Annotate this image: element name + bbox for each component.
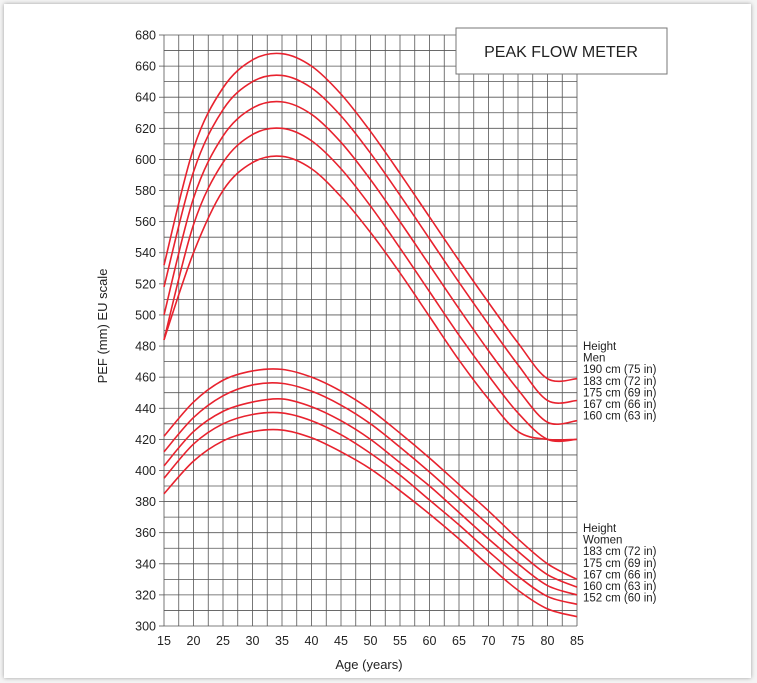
legend-entry: 152 cm (60 in) [583,593,657,605]
legend-entry: 183 cm (72 in) [583,546,657,558]
y-tick-label: 480 [135,340,156,354]
curve-men-3 [163,127,578,443]
x-tick-label: 30 [246,634,260,648]
x-tick-label: 15 [157,634,171,648]
y-tick-label: 580 [135,184,156,198]
x-tick-label: 40 [305,634,319,648]
curve-men-2 [163,100,578,426]
legend-entry: 175 cm (69 in) [583,387,657,399]
peak-flow-chart: 300 320 340 360 380 400 420 440 460 480 500 520 540 5… [95,27,668,672]
y-tick-label: 380 [135,495,156,509]
x-tick-label: 45 [334,634,348,648]
y-axis-label: PEF (mm) EU scale [95,269,110,384]
tick-labels: 300 320 340 360 380 400 420 440 460 480 500 520 540 5… [135,29,584,649]
y-tick-label: 440 [135,402,156,416]
y-tick-label: 620 [135,122,156,136]
x-tick-label: 65 [452,634,466,648]
y-tick-label: 300 [135,620,156,634]
x-tick-label: 85 [570,634,584,648]
curve-men-0 [163,52,578,383]
y-tick-label: 640 [135,91,156,105]
curve-women-4 [163,428,578,618]
legend-heading: Men [583,353,605,365]
x-axis-label: Age (years) [335,657,402,672]
y-tick-label: 400 [135,464,156,478]
grid [159,34,578,627]
chart-frame: 300 320 340 360 380 400 420 440 460 480 500 520 540 5… [4,4,751,678]
curves [163,52,578,618]
legend-heading: Height [583,341,617,353]
legend-entry: 175 cm (69 in) [583,558,657,570]
x-tick-label: 60 [423,634,437,648]
legend-entry: 167 cm (66 in) [583,399,657,411]
y-tick-label: 320 [135,588,156,602]
y-tick-label: 460 [135,371,156,385]
title-box: PEAK FLOW METER [455,27,668,75]
x-tick-label: 20 [187,634,201,648]
y-tick-label: 560 [135,215,156,229]
title-background [455,27,668,75]
legend-entry: 190 cm (75 in) [583,364,657,376]
y-tick-label: 500 [135,308,156,322]
y-tick-label: 540 [135,246,156,260]
y-tick-label: 600 [135,153,156,167]
curve-men-4 [163,155,578,441]
x-tick-label: 75 [511,634,525,648]
x-tick-label: 70 [482,634,496,648]
y-tick-label: 340 [135,557,156,571]
y-tick-label: 680 [135,29,156,43]
x-tick-label: 35 [275,634,289,648]
curve-women-3 [163,411,578,606]
curve-women-0 [163,368,578,581]
legend-entry: 167 cm (66 in) [583,569,657,581]
chart-title: PEAK FLOW METER [484,44,638,61]
x-tick-label: 55 [393,634,407,648]
x-tick-label: 80 [541,634,555,648]
legend-entry: 160 cm (63 in) [583,581,657,593]
legend-entry: 160 cm (63 in) [583,411,657,423]
curve-men-1 [163,74,578,404]
legend-heading: Women [583,535,622,547]
curve-women-2 [163,397,578,596]
y-tick-label: 660 [135,60,156,74]
x-tick-label: 50 [364,634,378,648]
x-tick-label: 25 [216,634,230,648]
legend-entry: 183 cm (72 in) [583,376,657,388]
y-tick-label: 520 [135,277,156,291]
y-tick-label: 360 [135,526,156,540]
y-tick-label: 420 [135,433,156,447]
curve-women-1 [163,382,578,588]
legend-heading: Height [583,523,617,535]
